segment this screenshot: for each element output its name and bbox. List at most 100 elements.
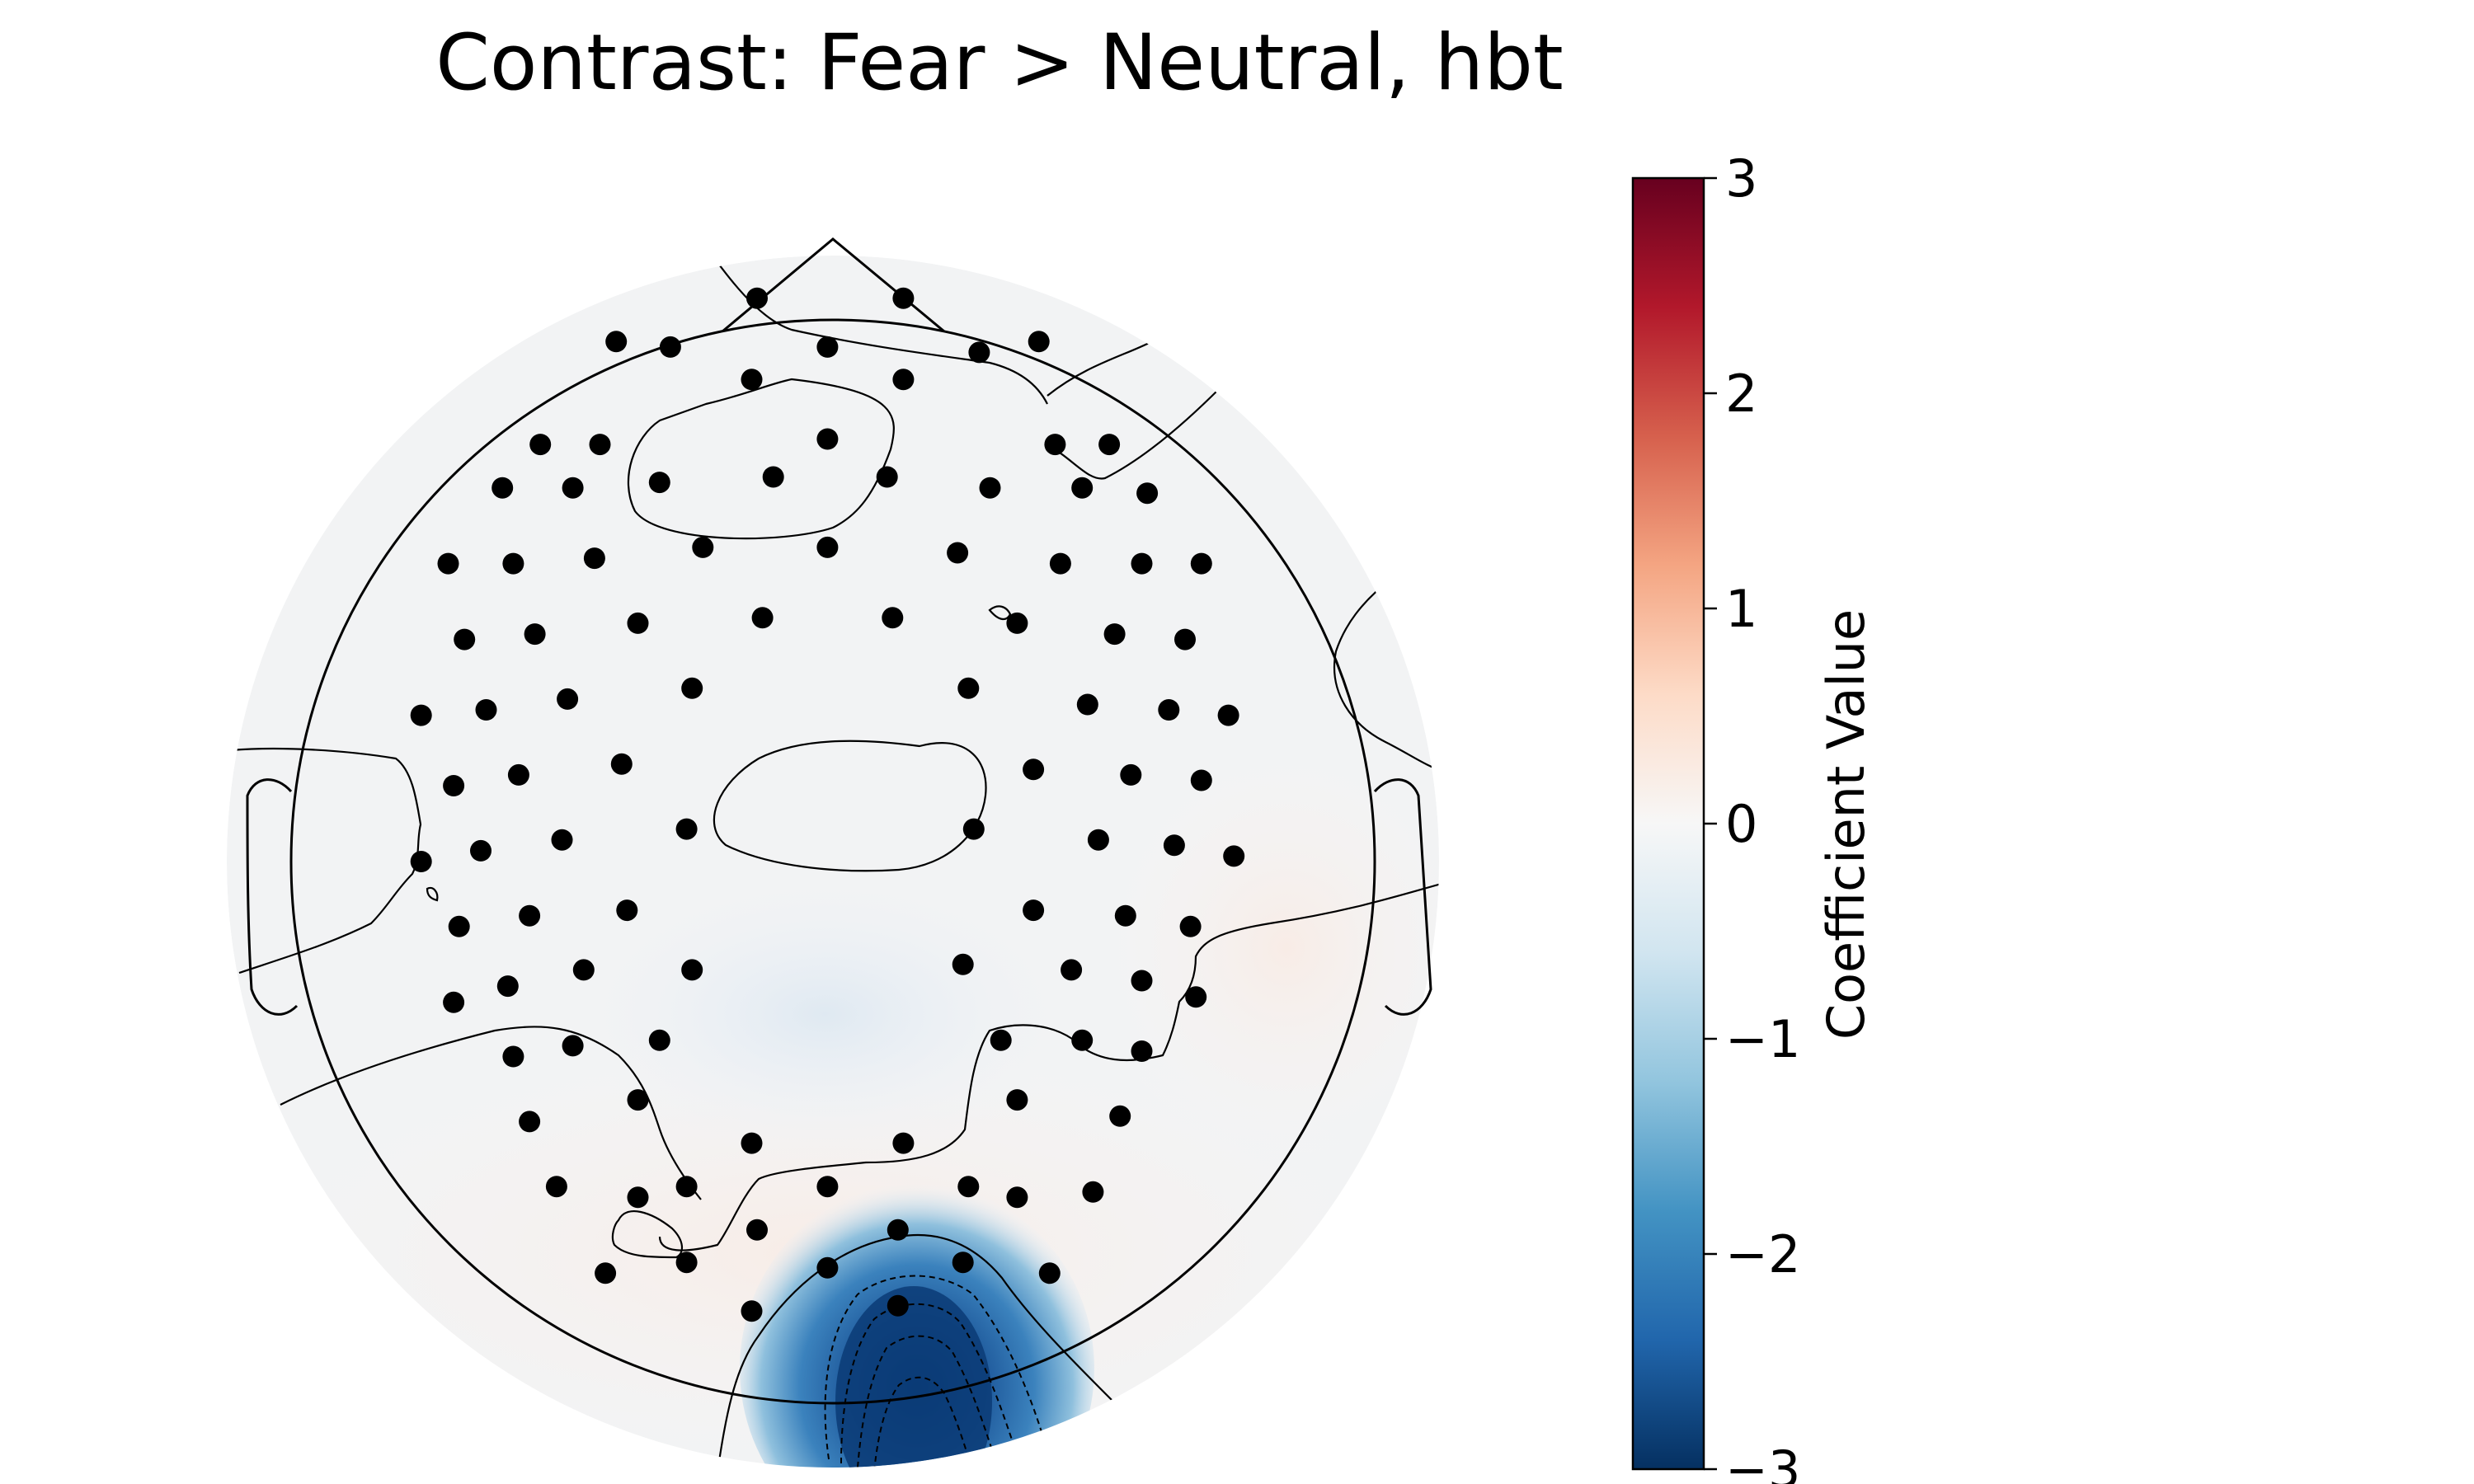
- sensor-marker: [410, 851, 432, 872]
- sensor-marker: [475, 699, 497, 721]
- sensor-marker: [681, 959, 703, 981]
- sensor-marker: [675, 1176, 698, 1198]
- colorbar-tick-label: 0: [1725, 794, 1757, 854]
- colorbar-label: Coefficient Value: [1816, 609, 1876, 1040]
- sensor-marker: [816, 336, 839, 358]
- sensor-marker: [1044, 434, 1066, 456]
- sensor-marker: [762, 466, 784, 488]
- contour-line: [658, 881, 1439, 1252]
- contour-line: [1047, 387, 1221, 480]
- head-circle: [289, 318, 1376, 1405]
- sensor-marker: [443, 991, 465, 1013]
- sensor-marker: [648, 1029, 670, 1051]
- sensor-marker: [1131, 552, 1153, 575]
- sensor-marker: [741, 1132, 763, 1154]
- sensor-marker: [605, 331, 628, 353]
- contour-line: [1333, 576, 1439, 773]
- sensor-marker: [492, 477, 514, 499]
- sensor-marker: [1082, 1181, 1104, 1203]
- contour-line: [857, 1335, 999, 1468]
- sensor-marker: [470, 839, 492, 862]
- sensor-marker: [1038, 1262, 1061, 1284]
- sensor-marker: [882, 607, 904, 629]
- sensor-marker: [1071, 1029, 1094, 1051]
- sensor-marker: [1114, 904, 1136, 927]
- sensor-marker: [1028, 331, 1050, 353]
- sensor-marker: [562, 477, 584, 499]
- sensor-marker: [502, 1045, 524, 1068]
- contour-line: [873, 1376, 974, 1468]
- sensor-marker: [1109, 1105, 1131, 1127]
- sensor-marker: [1179, 915, 1202, 937]
- sensor-marker: [616, 899, 638, 922]
- sensor-marker: [1131, 970, 1153, 992]
- colorbar-tick-label: −1: [1725, 1009, 1800, 1069]
- sensor-marker: [448, 915, 470, 937]
- sensor-marker: [990, 1029, 1012, 1051]
- sensor-marker: [741, 1300, 763, 1322]
- sensor-marker: [562, 1035, 584, 1057]
- sensor-marker: [681, 677, 703, 699]
- sensor-marker: [627, 1186, 649, 1209]
- colorbar-ticks: 3 2 1 0 −1 −2 −3: [1704, 148, 1800, 1484]
- sensor-marker: [746, 1219, 768, 1241]
- sensor-marker: [952, 953, 974, 975]
- negative-contours: [824, 1275, 1048, 1468]
- sensor-marker: [979, 477, 1001, 499]
- contour-line: [280, 1026, 702, 1200]
- sensor-markers: [410, 287, 1245, 1322]
- sensor-marker: [545, 1176, 567, 1198]
- sensor-marker: [627, 1089, 649, 1111]
- sensor-marker: [741, 369, 763, 391]
- colorbar-tick-label: 1: [1725, 579, 1757, 639]
- sensor-marker: [746, 287, 768, 309]
- sensor-marker: [557, 688, 579, 710]
- sensor-marker: [892, 369, 915, 391]
- sensor-marker: [529, 434, 552, 456]
- sensor-marker: [675, 1252, 698, 1274]
- sensor-marker: [962, 818, 985, 840]
- contour-line: [230, 747, 422, 974]
- sensor-marker: [1071, 477, 1094, 499]
- sensor-marker: [1174, 628, 1196, 650]
- sensor-marker: [1223, 845, 1245, 867]
- sensor-marker: [816, 536, 839, 558]
- sensor-marker: [551, 829, 573, 851]
- colorbar: 3 2 1 0 −1 −2 −3 Coefficient Value: [1631, 148, 1876, 1484]
- sensor-marker: [1136, 482, 1159, 505]
- sensor-marker: [957, 677, 980, 699]
- sensor-marker: [816, 428, 839, 450]
- sensor-marker: [947, 542, 969, 564]
- sensor-marker: [1087, 829, 1109, 851]
- colorbar-tick-label: −3: [1725, 1439, 1800, 1484]
- colorbar-gradient: [1631, 176, 1705, 1471]
- sensor-marker: [659, 336, 681, 358]
- sensor-marker: [1120, 763, 1142, 786]
- left-ear-icon: [246, 778, 299, 1016]
- sensor-marker: [648, 472, 670, 494]
- colorbar-tick-label: 2: [1725, 364, 1757, 424]
- sensor-marker: [1006, 612, 1028, 634]
- sensor-marker: [1217, 704, 1239, 726]
- sensor-marker: [1006, 1186, 1028, 1209]
- sensor-marker: [816, 1256, 839, 1279]
- sensor-marker: [610, 753, 633, 775]
- sensor-marker: [892, 287, 915, 309]
- sensor-marker: [519, 1111, 541, 1133]
- sensor-marker: [816, 1176, 839, 1198]
- sensor-marker: [1098, 434, 1121, 456]
- field-center-tint: [561, 866, 1089, 1162]
- sensor-marker: [454, 628, 476, 650]
- sensor-marker: [887, 1294, 909, 1317]
- sensor-marker: [1190, 552, 1212, 575]
- sensor-marker: [572, 959, 595, 981]
- sensor-marker: [1061, 959, 1083, 981]
- sensor-marker: [1076, 693, 1098, 716]
- contour-line: [988, 605, 1012, 621]
- colorbar-tick-label: −2: [1725, 1224, 1800, 1284]
- sensor-marker: [1023, 758, 1045, 781]
- sensor-marker: [876, 466, 898, 488]
- colorbar-tick-label: 3: [1725, 148, 1757, 209]
- sensor-marker: [675, 818, 698, 840]
